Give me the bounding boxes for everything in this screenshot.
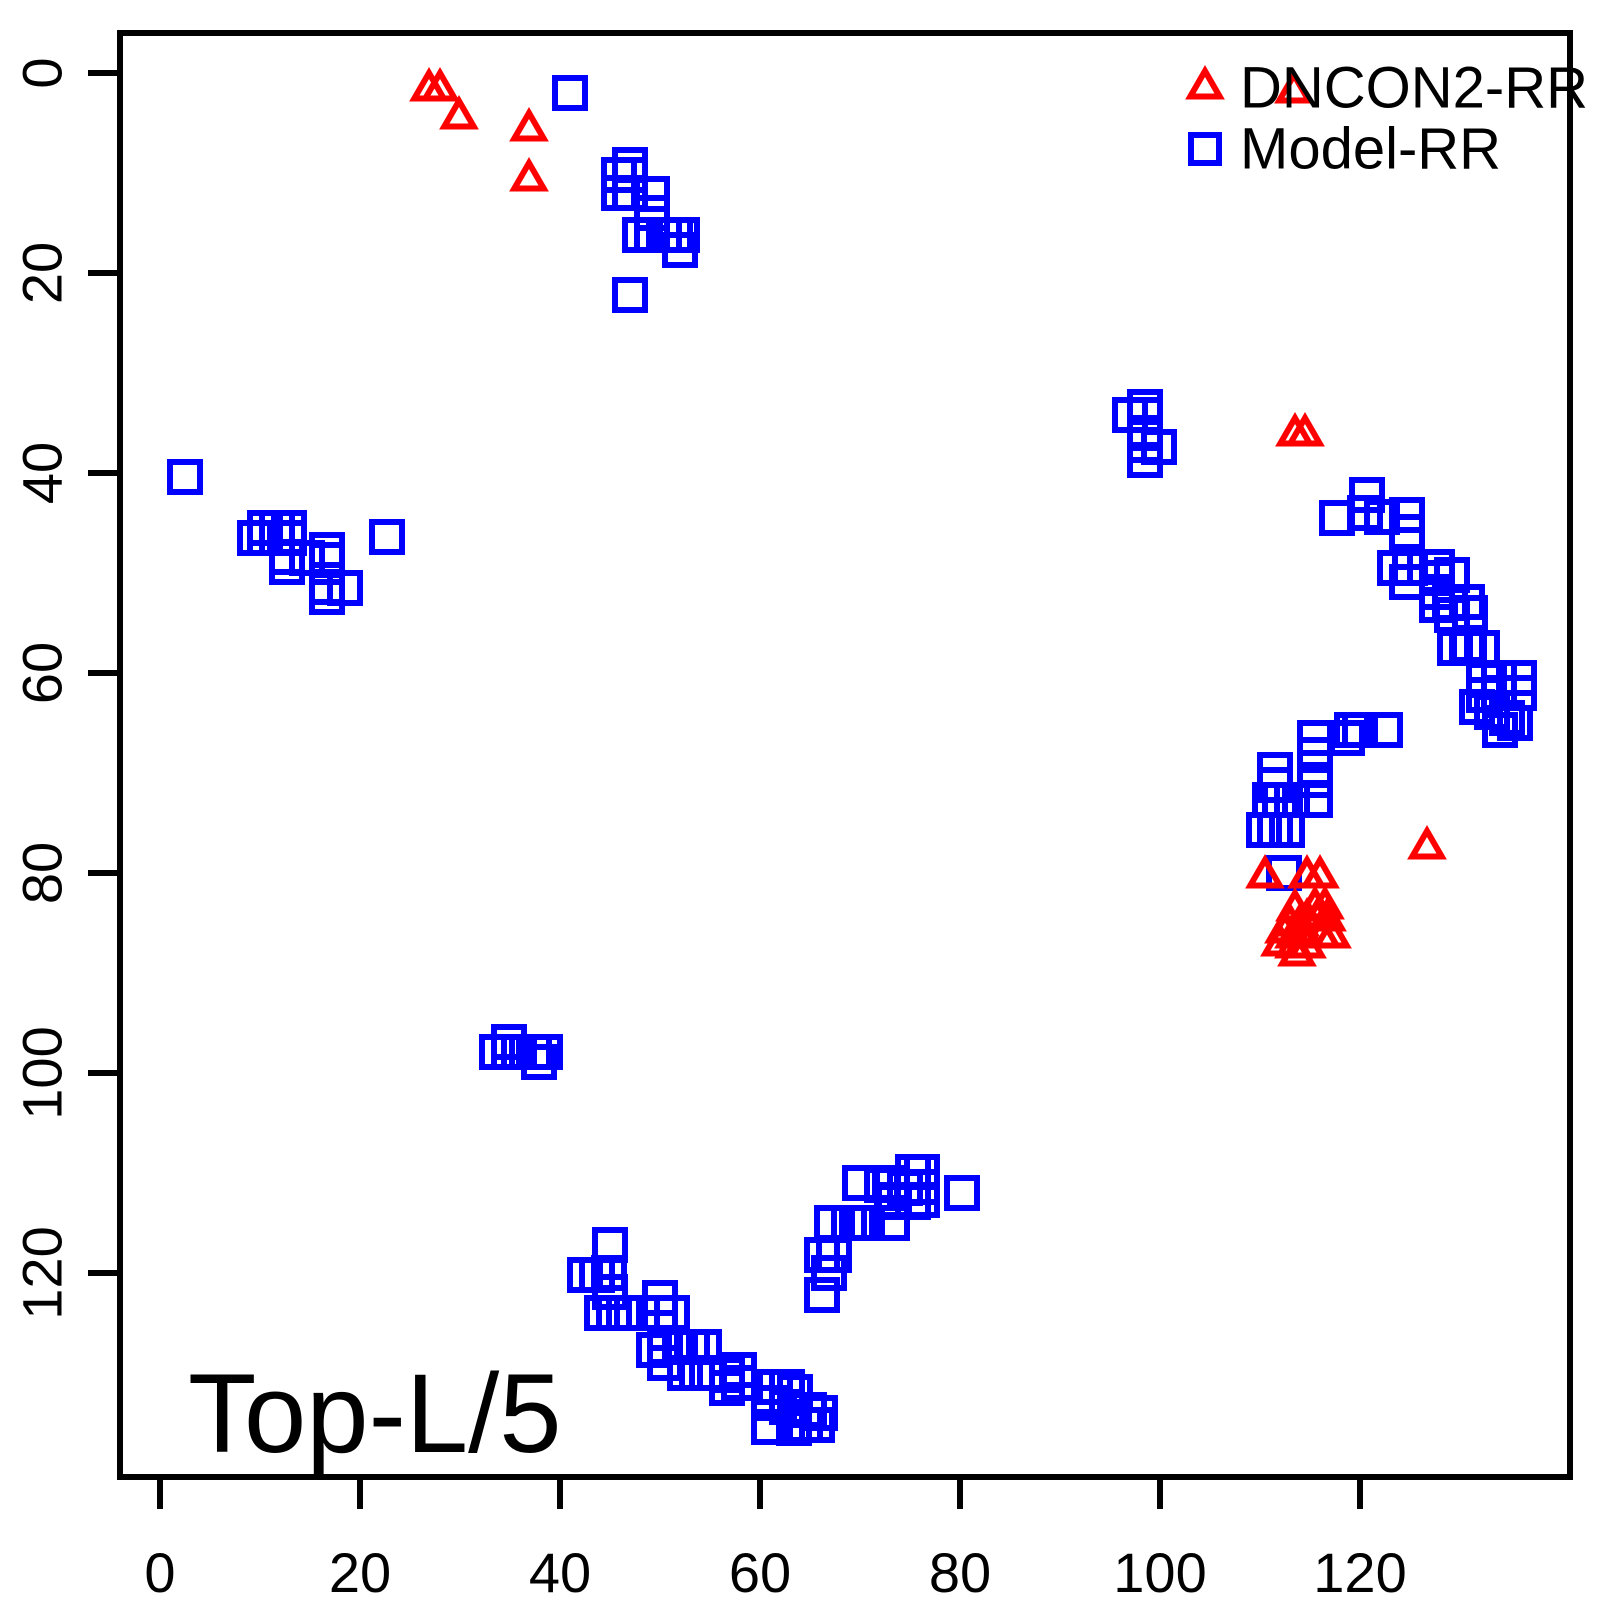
dncon2-rr-point: [420, 66, 460, 102]
legend-label-model: Model-RR: [1240, 117, 1501, 182]
model-rr-point: [1389, 514, 1425, 550]
model-rr-point: [686, 1329, 722, 1365]
dncon2-rr-point: [509, 106, 549, 142]
y-tick-label: 80: [11, 842, 74, 904]
y-tick-label: 20: [11, 242, 74, 304]
model-rr-point: [709, 1370, 745, 1406]
model-rr-point: [1482, 712, 1518, 748]
dncon2-rr-point: [1312, 913, 1352, 949]
dncon2-rr-point: [1277, 931, 1317, 967]
model-rr-series: [167, 75, 1537, 1446]
dncon2-rr-point: [1407, 824, 1447, 860]
model-rr-point: [237, 520, 273, 556]
legend: DNCON2-RR Model-RR: [1185, 56, 1588, 182]
plot-border: [117, 30, 1573, 1480]
model-rr-point: [552, 75, 588, 111]
dncon2-rr-point: [1274, 68, 1314, 104]
dncon2-rr-point: [1300, 853, 1340, 889]
model-rr-point: [289, 540, 325, 576]
model-rr-point: [874, 1205, 910, 1241]
y-tick-label: 120: [11, 1226, 74, 1319]
y-tick-label: 60: [11, 642, 74, 704]
model-rr-point: [751, 1409, 787, 1445]
model-rr-point: [167, 459, 203, 495]
dncon2-rr-series: [409, 66, 1447, 967]
model-rr-point: [1297, 762, 1333, 798]
y-tick-label: 40: [11, 442, 74, 504]
model-rr-point: [662, 232, 698, 268]
y-axis: 0 20 40 60 80 100 120: [11, 57, 120, 1320]
y-tick-label: 0: [11, 57, 74, 88]
x-tick-label: 0: [144, 1541, 175, 1600]
model-rr-point: [811, 1255, 847, 1291]
dncon2-rr-point: [439, 94, 479, 130]
model-rr-point: [1297, 782, 1333, 818]
model-rr-point: [876, 1182, 912, 1218]
annotation-top-l5: Top-L/5: [188, 1351, 562, 1476]
model-rr-point: [1127, 442, 1163, 478]
model-rr-point: [269, 549, 305, 585]
model-rr-point: [527, 1034, 563, 1070]
model-rr-point: [612, 277, 648, 313]
x-axis: 0 20 40 60 80 100 120: [144, 1477, 1407, 1604]
model-rr-point: [1269, 812, 1305, 848]
x-tick-label: 100: [1113, 1541, 1206, 1600]
y-tick-label: 100: [11, 1026, 74, 1119]
model-rr-point: [606, 1295, 642, 1331]
model-rr-point: [521, 1044, 557, 1080]
model-rr-point: [591, 1255, 627, 1291]
legend-triangle-icon: [1185, 64, 1225, 100]
dncon2-rr-point: [1245, 853, 1285, 889]
model-rr-point: [327, 570, 363, 606]
model-rr-point: [634, 176, 670, 212]
model-rr-point: [309, 532, 345, 568]
legend-square-icon: [1188, 132, 1222, 166]
model-rr-point: [799, 1407, 835, 1443]
model-rr-point: [849, 1205, 885, 1241]
legend-label-dncon2: DNCON2-RR: [1240, 56, 1588, 121]
x-tick-label: 120: [1313, 1541, 1406, 1600]
model-rr-point: [654, 1295, 690, 1331]
model-rr-point: [804, 1277, 840, 1313]
x-tick-label: 40: [529, 1541, 591, 1600]
model-rr-point: [1367, 712, 1403, 748]
dncon2-rr-point: [1285, 411, 1325, 447]
dncon2-rr-point: [509, 156, 549, 192]
x-tick-label: 20: [329, 1541, 391, 1600]
x-tick-label: 80: [929, 1541, 991, 1600]
model-rr-point: [369, 519, 405, 555]
x-tick-label: 60: [729, 1541, 791, 1600]
model-rr-point: [944, 1175, 980, 1211]
model-rr-point: [612, 175, 648, 211]
